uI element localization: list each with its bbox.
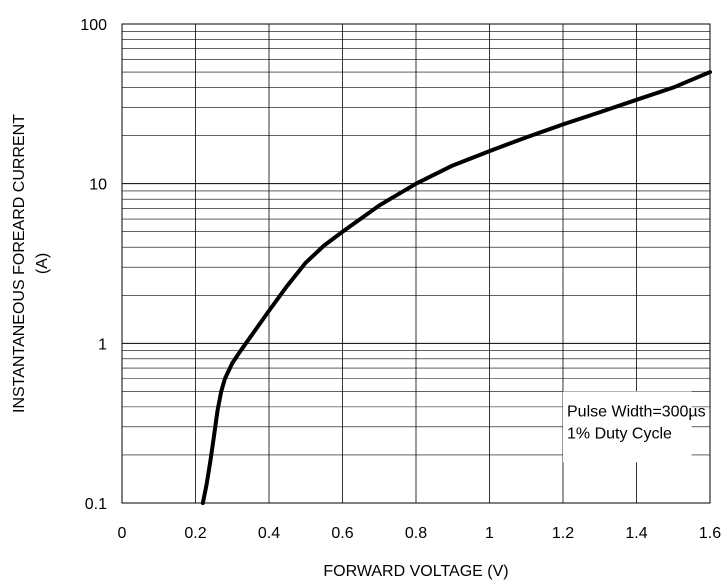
x-axis-title: FORWARD VOLTAGE (V) (323, 563, 508, 580)
y-axis-title: INSTANTANEOUS FOREARD CURRENT (A) (11, 114, 51, 413)
y-tick-labels: 0.1 1 10 100 (80, 17, 107, 513)
y-axis-title-line-1: INSTANTANEOUS FOREARD CURRENT (11, 114, 28, 413)
y-axis-title-line-2: (A) (34, 253, 51, 274)
x-tick-label: 1 (485, 525, 494, 542)
x-tick-label: 0.8 (405, 525, 427, 542)
x-tick-labels: 0 0.2 0.4 0.6 0.8 1 1.2 1.4 1.6 (118, 525, 722, 542)
x-tick-label: 0.6 (331, 525, 353, 542)
y-tick-label: 1 (98, 336, 107, 353)
annotation-duty-cycle: 1% Duty Cycle (567, 425, 672, 442)
annotation-box (563, 391, 692, 463)
y-tick-label: 0.1 (85, 496, 107, 513)
x-tick-label: 1.6 (699, 525, 721, 542)
x-tick-label: 0.2 (184, 525, 206, 542)
y-tick-label: 100 (80, 17, 107, 34)
annotation-text: Pulse Width=300µs 1% Duty Cycle (567, 403, 706, 442)
x-tick-label: 0.4 (258, 525, 280, 542)
annotation-pulse-width: Pulse Width=300µs (567, 403, 706, 420)
plot-border (121, 23, 711, 504)
x-tick-label: 1.2 (552, 525, 574, 542)
y-tick-label: 10 (89, 177, 107, 194)
x-tick-label: 0 (118, 525, 127, 542)
x-tick-label: 1.4 (625, 525, 647, 542)
series-line-forward-current (200, 70, 712, 505)
